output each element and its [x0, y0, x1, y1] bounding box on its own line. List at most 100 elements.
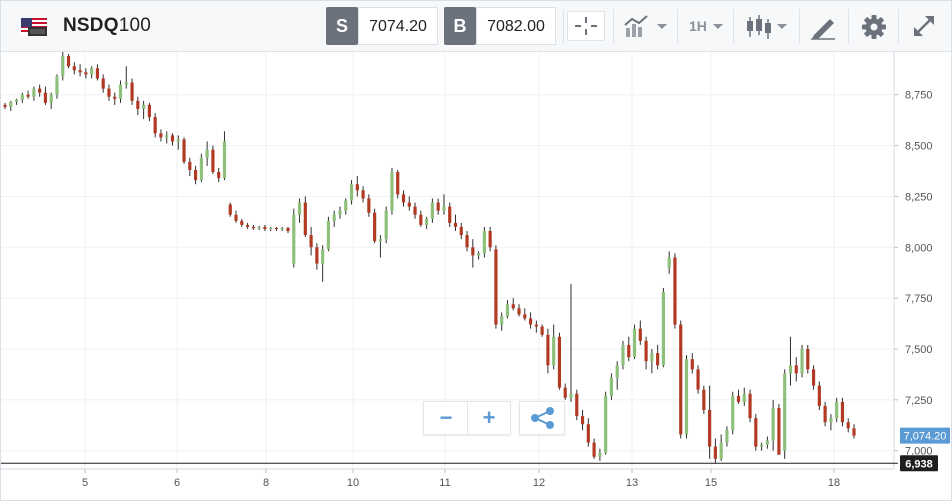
candle [719, 442, 723, 459]
candle [696, 369, 700, 390]
candle [736, 395, 741, 402]
candlestick-icon [747, 15, 771, 39]
candle [604, 395, 608, 453]
candle [38, 88, 42, 93]
candle [592, 442, 596, 457]
candle [835, 401, 839, 419]
candle [361, 190, 365, 199]
candle [505, 304, 510, 317]
crosshair-button[interactable] [567, 11, 605, 41]
candle [72, 66, 76, 71]
buy-button[interactable]: B [444, 7, 476, 45]
candle [632, 328, 637, 358]
candle [702, 389, 706, 411]
candle [55, 76, 59, 95]
current-price-tag [900, 427, 950, 444]
candle [384, 210, 388, 240]
candle [500, 316, 504, 325]
y-tick-label: 8,750 [905, 90, 933, 102]
candle [794, 365, 798, 374]
candle [43, 92, 48, 103]
x-tick-label: 13 [626, 477, 638, 489]
candle [130, 82, 134, 101]
sell-price[interactable]: 7074.20 [358, 7, 438, 45]
settings-button[interactable] [859, 13, 889, 41]
candle [321, 249, 325, 264]
chart-grid [1, 52, 898, 473]
candle [297, 202, 302, 215]
y-axis: 8,750 8,500 8,250 8,000 7,750 7,500 7,250 7,000… [900, 90, 950, 458]
candle [332, 214, 336, 221]
candle [777, 407, 781, 455]
candle [303, 202, 307, 236]
y-tick-label: 7,500 [905, 344, 933, 356]
candle [118, 84, 123, 99]
y-tick-label: 8,000 [905, 242, 933, 254]
candle [413, 206, 417, 215]
candle [765, 440, 769, 445]
candlestick-style-button[interactable] [743, 13, 793, 41]
x-tick-label: 18 [828, 477, 840, 489]
fullscreen-button[interactable] [909, 13, 939, 41]
chart-type-icon [624, 15, 648, 37]
zoom-out-button[interactable]: − [439, 405, 453, 430]
candle [430, 202, 434, 219]
candle [240, 220, 244, 225]
candle [453, 222, 458, 227]
candle [26, 94, 30, 97]
candle [511, 304, 515, 309]
candle [396, 172, 400, 195]
candle [107, 88, 111, 97]
candle [315, 247, 319, 264]
candle [563, 387, 567, 398]
candle [471, 247, 475, 256]
candle [771, 407, 775, 441]
y-tick-label: 8,250 [905, 191, 933, 203]
candle [269, 227, 273, 230]
us-flag-icon [21, 18, 47, 36]
candle [188, 161, 192, 170]
zoom-in-button[interactable]: + [482, 405, 496, 430]
candle [679, 324, 683, 435]
candle [199, 157, 203, 181]
candle [528, 318, 533, 325]
candle [783, 373, 787, 451]
candle [690, 359, 694, 370]
share-button[interactable] [519, 401, 565, 435]
candle [517, 308, 521, 315]
x-tick-label: 15 [705, 477, 717, 489]
candle [586, 424, 590, 443]
candle [742, 393, 746, 402]
sell-button[interactable]: S [326, 7, 358, 45]
buy-price[interactable]: 7082.00 [476, 7, 556, 45]
drawing-tool-button[interactable] [808, 13, 840, 41]
candle [245, 224, 250, 227]
chevron-down-icon [777, 24, 787, 29]
expand-icon [914, 16, 934, 36]
candle [66, 56, 71, 67]
candle [176, 139, 180, 142]
candle [748, 393, 752, 419]
candle [569, 393, 573, 398]
candle [263, 226, 267, 229]
price-chart[interactable]: 6,938 8,750 8,500 8,250 8,000 7,750 7,500 7,25… [1, 52, 951, 500]
candle [800, 348, 804, 374]
drawing-tool-icon [811, 19, 835, 40]
candle [580, 416, 585, 425]
candle [627, 344, 631, 358]
chart-type-button[interactable] [621, 13, 671, 41]
candle [731, 395, 735, 431]
candle [811, 369, 816, 386]
candle [222, 141, 227, 179]
x-tick-label: 12 [533, 477, 545, 489]
candle [615, 365, 619, 378]
candle [101, 78, 105, 89]
candle [309, 235, 313, 248]
timeframe-selector[interactable]: 1H [689, 18, 707, 34]
candle [147, 104, 151, 118]
candle [656, 353, 660, 366]
candle [806, 348, 810, 370]
candle [349, 184, 354, 201]
candle [482, 231, 486, 254]
candle [754, 418, 758, 447]
